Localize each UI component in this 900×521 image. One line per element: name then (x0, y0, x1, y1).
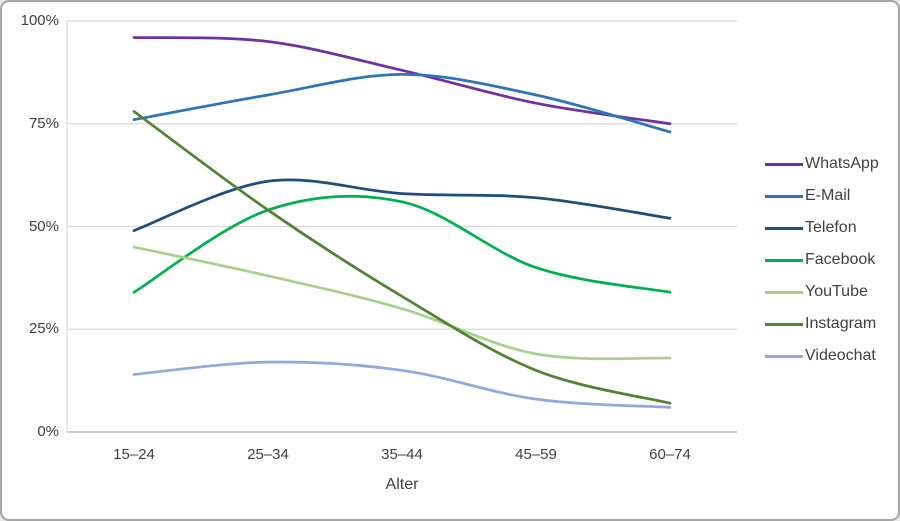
y-tick-label: 50% (28, 217, 59, 235)
legend-line-swatch-icon (765, 162, 803, 166)
y-tick-label: 100% (20, 12, 59, 29)
legend-line-swatch-icon (765, 226, 803, 230)
y-tick-label: 75% (28, 114, 59, 132)
x-tick-label: 45–59 (515, 446, 557, 463)
legend-label: YouTube (805, 283, 868, 300)
series-line-whatsapp (132, 36, 672, 126)
x-tick-label: 15–24 (113, 446, 155, 463)
series-line-instagram (132, 110, 672, 405)
legend-item-telefon: Telefon (765, 218, 857, 238)
y-tick-label: 25% (28, 320, 59, 338)
series-line-facebook (132, 194, 672, 294)
legend-label: Videochat (805, 347, 876, 364)
series-line-youtube (132, 245, 672, 361)
legend-label: Instagram (805, 315, 877, 332)
legend-label: E-Mail (805, 187, 851, 204)
legend-line-swatch-icon (765, 258, 803, 262)
legend-line-swatch-icon (765, 354, 803, 358)
legend-line-swatch-icon (765, 194, 803, 198)
legend-item-e-mail: E-Mail (765, 186, 850, 206)
legend-label: Telefon (805, 219, 857, 236)
x-axis-title: Alter (385, 476, 419, 493)
series-line-videochat (132, 360, 672, 409)
legend-item-instagram: Instagram (765, 314, 876, 334)
legend-label: Facebook (805, 251, 876, 268)
x-tick-label: 25–34 (247, 446, 289, 463)
x-tick-label: 60–74 (649, 446, 691, 463)
series-line-e-mail (132, 73, 672, 134)
legend-item-youtube: YouTube (765, 282, 868, 302)
legend-item-videochat: Videochat (765, 346, 876, 366)
x-tick-label: 35–44 (381, 446, 423, 463)
legend-item-whatsapp: WhatsApp (765, 154, 879, 174)
legend-line-swatch-icon (765, 290, 803, 294)
legend-item-facebook: Facebook (765, 250, 875, 270)
y-tick-label: 0% (37, 423, 59, 440)
legend-line-swatch-icon (765, 322, 803, 326)
series-line-telefon (132, 178, 672, 232)
legend-label: WhatsApp (805, 155, 879, 172)
